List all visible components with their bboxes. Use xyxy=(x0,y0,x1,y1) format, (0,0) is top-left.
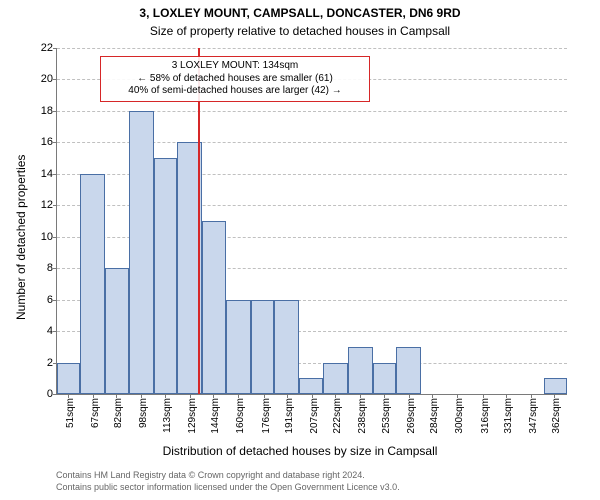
histogram-bar xyxy=(373,363,396,394)
info-line-1: 3 LOXLEY MOUNT: 134sqm xyxy=(107,60,363,73)
chart-container: 3, LOXLEY MOUNT, CAMPSALL, DONCASTER, DN… xyxy=(0,0,600,500)
histogram-bar xyxy=(348,347,373,394)
info-line-3: 40% of semi-detached houses are larger (… xyxy=(107,85,363,98)
histogram-bar xyxy=(202,221,225,394)
footer-line-1: Contains HM Land Registry data © Crown c… xyxy=(56,470,400,482)
ytick-mark xyxy=(53,394,57,395)
ytick-mark xyxy=(53,48,57,49)
ytick-mark xyxy=(53,142,57,143)
histogram-bar xyxy=(544,378,567,394)
gridline xyxy=(57,48,567,49)
histogram-bar xyxy=(226,300,251,394)
histogram-bar xyxy=(299,378,322,394)
footer-text: Contains HM Land Registry data © Crown c… xyxy=(56,470,400,493)
info-line-2: ← 58% of detached houses are smaller (61… xyxy=(107,73,363,86)
ytick-label: 2 xyxy=(47,357,53,369)
histogram-bar xyxy=(154,158,177,394)
ytick-mark xyxy=(53,237,57,238)
ytick-mark xyxy=(53,268,57,269)
histogram-bar xyxy=(251,300,274,394)
chart-title: 3, LOXLEY MOUNT, CAMPSALL, DONCASTER, DN… xyxy=(0,6,600,20)
ytick-mark xyxy=(53,111,57,112)
ytick-mark xyxy=(53,79,57,80)
ytick-label: 12 xyxy=(41,199,53,211)
info-box: 3 LOXLEY MOUNT: 134sqm ← 58% of detached… xyxy=(100,56,370,102)
histogram-bar xyxy=(129,111,154,394)
xtick-label: 113sqm xyxy=(162,398,173,433)
ytick-label: 8 xyxy=(47,262,53,274)
ytick-label: 6 xyxy=(47,294,53,306)
xtick-label: 144sqm xyxy=(210,398,221,434)
xtick-label: 129sqm xyxy=(187,398,198,434)
y-axis-label: Number of detached properties xyxy=(14,155,28,320)
xtick-label: 51sqm xyxy=(65,398,76,428)
xtick-label: 331sqm xyxy=(503,398,514,434)
xtick-label: 347sqm xyxy=(528,398,539,434)
ytick-label: 22 xyxy=(41,42,53,54)
ytick-mark xyxy=(53,331,57,332)
xtick-label: 269sqm xyxy=(406,398,417,434)
chart-subtitle: Size of property relative to detached ho… xyxy=(0,24,600,38)
histogram-bar xyxy=(274,300,299,394)
ytick-label: 16 xyxy=(41,136,53,148)
histogram-bar xyxy=(323,363,348,394)
histogram-bar xyxy=(80,174,105,394)
xtick-label: 191sqm xyxy=(284,398,295,434)
ytick-label: 0 xyxy=(47,388,53,400)
xtick-label: 222sqm xyxy=(332,398,343,434)
xtick-label: 82sqm xyxy=(113,398,124,428)
xtick-label: 160sqm xyxy=(235,398,246,434)
ytick-label: 14 xyxy=(41,168,53,180)
histogram-bar xyxy=(396,347,421,394)
xtick-label: 176sqm xyxy=(261,398,272,434)
xtick-label: 362sqm xyxy=(551,398,562,434)
ytick-mark xyxy=(53,205,57,206)
xtick-label: 316sqm xyxy=(480,398,491,434)
xtick-label: 207sqm xyxy=(309,398,320,434)
histogram-bar xyxy=(57,363,80,394)
xtick-label: 253sqm xyxy=(381,398,392,434)
ytick-label: 20 xyxy=(41,73,53,85)
xtick-label: 300sqm xyxy=(454,398,465,434)
footer-line-2: Contains public sector information licen… xyxy=(56,482,400,494)
ytick-label: 18 xyxy=(41,105,53,117)
ytick-mark xyxy=(53,174,57,175)
x-axis-label: Distribution of detached houses by size … xyxy=(0,444,600,458)
ytick-label: 10 xyxy=(41,231,53,243)
xtick-label: 98sqm xyxy=(138,398,149,428)
ytick-mark xyxy=(53,300,57,301)
ytick-label: 4 xyxy=(47,325,53,337)
xtick-label: 284sqm xyxy=(429,398,440,434)
xtick-label: 238sqm xyxy=(357,398,368,434)
histogram-bar xyxy=(105,268,128,394)
xtick-label: 67sqm xyxy=(90,398,101,428)
